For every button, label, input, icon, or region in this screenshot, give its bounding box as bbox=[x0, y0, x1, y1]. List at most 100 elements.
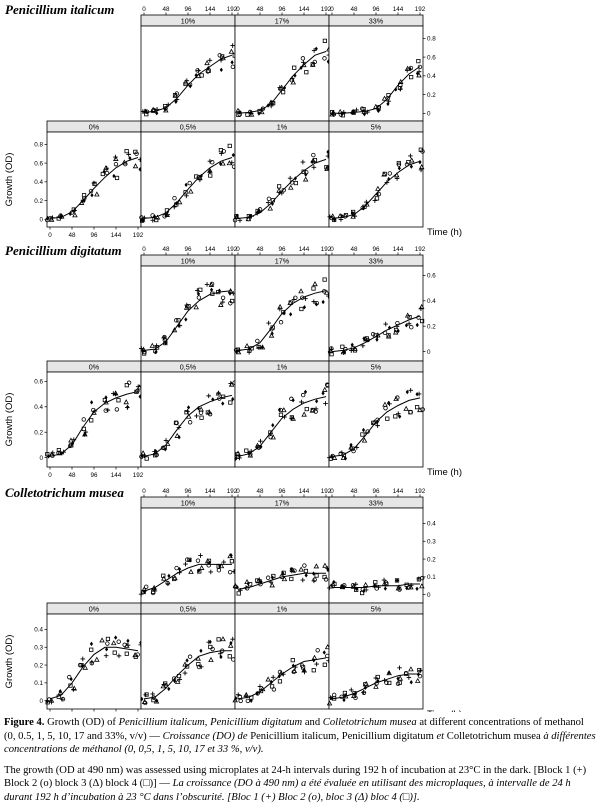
data-point bbox=[420, 575, 425, 581]
data-point bbox=[207, 560, 212, 565]
panel-1%: 1% bbox=[232, 120, 331, 228]
x-tick-label: 144 bbox=[393, 6, 404, 13]
data-point bbox=[415, 322, 419, 328]
data-point bbox=[245, 698, 251, 704]
data-point bbox=[216, 390, 221, 396]
data-point bbox=[291, 398, 295, 403]
data-point bbox=[387, 176, 391, 182]
x-tick-label: 144 bbox=[111, 232, 122, 239]
data-point bbox=[289, 576, 294, 582]
data-point bbox=[231, 152, 235, 158]
data-point bbox=[340, 454, 347, 460]
data-point bbox=[187, 420, 193, 425]
data-point bbox=[99, 637, 105, 643]
smooth-curve bbox=[332, 66, 421, 114]
data-point bbox=[220, 636, 226, 642]
data-point bbox=[195, 558, 201, 563]
y-tick-label: 0 bbox=[427, 111, 431, 118]
data-point bbox=[230, 43, 235, 48]
data-point bbox=[329, 213, 336, 219]
data-point bbox=[406, 675, 412, 680]
data-point bbox=[360, 343, 366, 349]
data-point bbox=[188, 568, 194, 574]
data-point bbox=[196, 662, 201, 667]
data-point bbox=[198, 553, 203, 558]
panel-0,5%: 0,5% bbox=[139, 360, 237, 468]
panel-label: 5% bbox=[371, 123, 382, 132]
data-point bbox=[259, 579, 263, 584]
data-point bbox=[234, 456, 238, 462]
data-point bbox=[226, 160, 233, 166]
data-point bbox=[208, 169, 212, 174]
data-point bbox=[103, 653, 109, 659]
x-tick-label: 192 bbox=[227, 246, 238, 253]
data-point bbox=[361, 690, 367, 695]
data-point bbox=[154, 343, 159, 348]
data-point bbox=[313, 409, 318, 414]
data-point bbox=[124, 383, 129, 388]
data-point bbox=[331, 454, 338, 460]
data-point bbox=[281, 90, 286, 95]
y-tick-label: 0.3 bbox=[34, 644, 43, 651]
x-tick-label: 0 bbox=[48, 472, 52, 479]
data-point bbox=[397, 680, 402, 685]
data-point bbox=[151, 698, 156, 703]
data-point bbox=[288, 300, 293, 305]
data-point bbox=[277, 303, 283, 309]
data-point bbox=[210, 160, 215, 165]
x-axis-title: Time (h) bbox=[427, 709, 462, 712]
data-point bbox=[303, 389, 308, 395]
data-point bbox=[406, 585, 411, 590]
data-point bbox=[237, 218, 243, 223]
data-point bbox=[132, 163, 139, 169]
data-point bbox=[113, 154, 118, 160]
panel-frame bbox=[328, 131, 424, 228]
data-point bbox=[71, 687, 76, 692]
data-point bbox=[281, 570, 286, 575]
x-tick-label: 144 bbox=[205, 6, 216, 13]
caption-text-3: and bbox=[302, 717, 323, 728]
y-tick-label: 0.8 bbox=[34, 142, 43, 149]
data-point bbox=[161, 573, 166, 578]
x-tick-label: 144 bbox=[205, 488, 216, 495]
y-tick-label: 0.2 bbox=[427, 556, 436, 563]
panel-33%: 33% 0 48 96 144 192 0 0.2 0.4 0.6 bbox=[327, 246, 436, 362]
x-tick-label: 144 bbox=[393, 488, 404, 495]
data-point bbox=[232, 582, 239, 588]
smooth-curve bbox=[49, 391, 139, 457]
data-point bbox=[392, 329, 399, 335]
data-point bbox=[314, 573, 319, 578]
data-point bbox=[417, 668, 423, 673]
data-point bbox=[301, 62, 307, 68]
data-point bbox=[221, 401, 225, 406]
x-tick-label: 144 bbox=[111, 472, 122, 479]
data-point bbox=[244, 448, 249, 453]
data-point bbox=[298, 288, 304, 294]
data-point bbox=[271, 422, 275, 428]
data-point bbox=[102, 397, 107, 403]
caption-label: Figure 4. bbox=[4, 717, 45, 728]
data-point bbox=[361, 437, 368, 443]
data-point bbox=[382, 171, 387, 177]
data-point bbox=[185, 557, 190, 562]
data-point bbox=[256, 445, 262, 450]
data-point bbox=[268, 332, 275, 338]
data-point bbox=[397, 665, 402, 671]
y-tick-label: 0.6 bbox=[427, 273, 436, 280]
data-point bbox=[289, 415, 295, 420]
y-tick-label: 0 bbox=[39, 217, 43, 224]
data-point bbox=[373, 683, 379, 689]
panel-label: 10% bbox=[181, 17, 196, 26]
panel-label: 0,5% bbox=[180, 363, 197, 372]
data-point bbox=[416, 391, 422, 397]
x-tick-label: 0 bbox=[236, 6, 240, 13]
data-point bbox=[363, 680, 369, 686]
data-point bbox=[150, 217, 156, 223]
data-point bbox=[385, 333, 392, 339]
data-point bbox=[323, 401, 328, 406]
data-point bbox=[45, 452, 50, 457]
x-tick-label: 192 bbox=[321, 6, 332, 13]
data-point bbox=[417, 668, 422, 673]
smooth-curve bbox=[331, 315, 421, 353]
